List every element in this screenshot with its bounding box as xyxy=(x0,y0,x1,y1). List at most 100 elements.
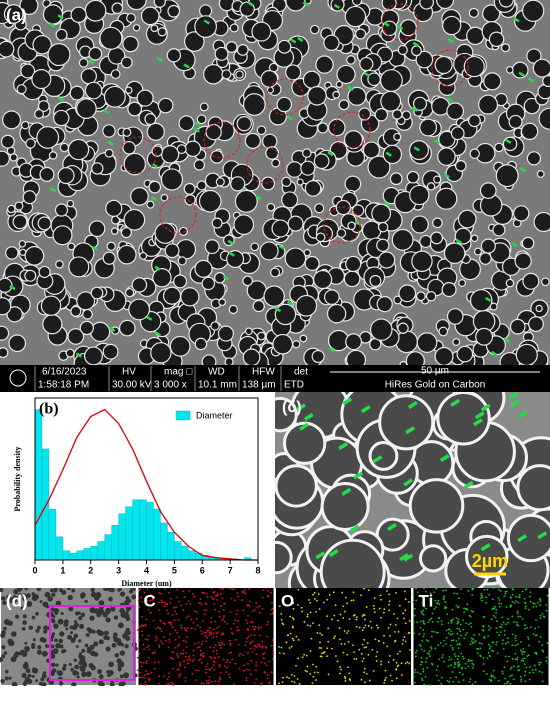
dot xyxy=(209,655,212,658)
x-tick-label: 6 xyxy=(200,565,205,575)
dot xyxy=(382,611,385,614)
dot xyxy=(387,661,390,663)
panel-label: (d) xyxy=(6,591,28,610)
pore xyxy=(266,86,275,94)
dot xyxy=(145,670,148,672)
dot xyxy=(140,661,143,664)
dot xyxy=(526,626,529,629)
pore xyxy=(198,189,222,213)
pore xyxy=(236,115,252,132)
dot xyxy=(541,680,544,683)
arrow xyxy=(513,17,520,23)
pore xyxy=(0,297,12,316)
info-value: 30.00 kV xyxy=(112,380,152,391)
dot xyxy=(148,648,151,651)
arrow xyxy=(278,244,285,250)
dot xyxy=(520,680,522,683)
info-value: 138 µm xyxy=(242,380,276,391)
pore xyxy=(8,676,12,680)
dot xyxy=(140,676,143,679)
dot xyxy=(260,682,263,685)
dot xyxy=(144,680,147,683)
dot xyxy=(482,663,485,665)
pore xyxy=(242,348,261,365)
dot xyxy=(452,639,455,642)
pore xyxy=(126,0,147,11)
pore xyxy=(415,50,434,69)
x-axis-label: Diameter (um) xyxy=(121,579,172,588)
pore xyxy=(211,217,223,229)
fit-line xyxy=(34,408,258,561)
dot xyxy=(361,643,364,646)
dot xyxy=(434,599,437,602)
arrow xyxy=(403,478,414,487)
pore xyxy=(397,322,409,334)
dot xyxy=(333,614,336,617)
dot xyxy=(171,626,174,629)
pore xyxy=(13,595,18,600)
dot xyxy=(195,618,198,620)
arrow xyxy=(383,21,390,27)
pore xyxy=(82,308,93,320)
pore xyxy=(0,150,10,167)
pore xyxy=(184,194,196,206)
pore xyxy=(35,611,39,616)
dot xyxy=(342,605,345,608)
pore xyxy=(71,682,77,686)
dot xyxy=(175,606,178,609)
dot xyxy=(152,619,155,622)
pore xyxy=(55,28,68,41)
pore xyxy=(56,670,61,675)
dot xyxy=(210,631,213,634)
pore xyxy=(274,303,297,326)
pore xyxy=(303,248,312,257)
dot xyxy=(171,614,174,617)
bar xyxy=(153,508,161,561)
pore xyxy=(397,44,408,56)
dot xyxy=(170,621,173,624)
x-tick-label: 3 xyxy=(116,565,121,575)
pore xyxy=(41,650,48,657)
dot xyxy=(482,629,485,632)
pore xyxy=(535,304,543,313)
dot xyxy=(467,658,470,661)
info-header: det xyxy=(294,367,308,378)
pore xyxy=(317,122,329,134)
dot xyxy=(270,644,273,647)
arrow xyxy=(517,534,528,543)
dot xyxy=(464,662,467,665)
dot xyxy=(282,652,285,655)
pore xyxy=(111,642,117,648)
dot xyxy=(213,590,216,593)
pore xyxy=(31,615,36,620)
dot xyxy=(504,655,507,658)
pore xyxy=(85,632,90,637)
dot xyxy=(458,663,461,666)
dot xyxy=(517,596,520,598)
dot xyxy=(483,616,486,618)
dot xyxy=(443,639,445,642)
pore xyxy=(74,611,80,616)
logo xyxy=(9,369,27,387)
dot xyxy=(221,640,223,643)
dot xyxy=(492,598,494,601)
dot xyxy=(423,622,426,625)
dot xyxy=(394,640,396,643)
dot xyxy=(384,669,387,672)
dot xyxy=(301,610,304,613)
dot xyxy=(333,637,335,640)
dot xyxy=(404,640,407,643)
arrow xyxy=(537,531,548,540)
dot xyxy=(421,596,424,599)
pore xyxy=(300,160,316,176)
dot xyxy=(228,652,231,655)
dot xyxy=(231,632,233,634)
pore xyxy=(11,681,18,686)
dot xyxy=(431,620,434,623)
pore xyxy=(0,588,4,593)
bar xyxy=(167,532,175,561)
dot xyxy=(180,604,183,607)
dot xyxy=(191,672,194,675)
dot xyxy=(408,662,411,665)
info-bar xyxy=(0,365,550,392)
